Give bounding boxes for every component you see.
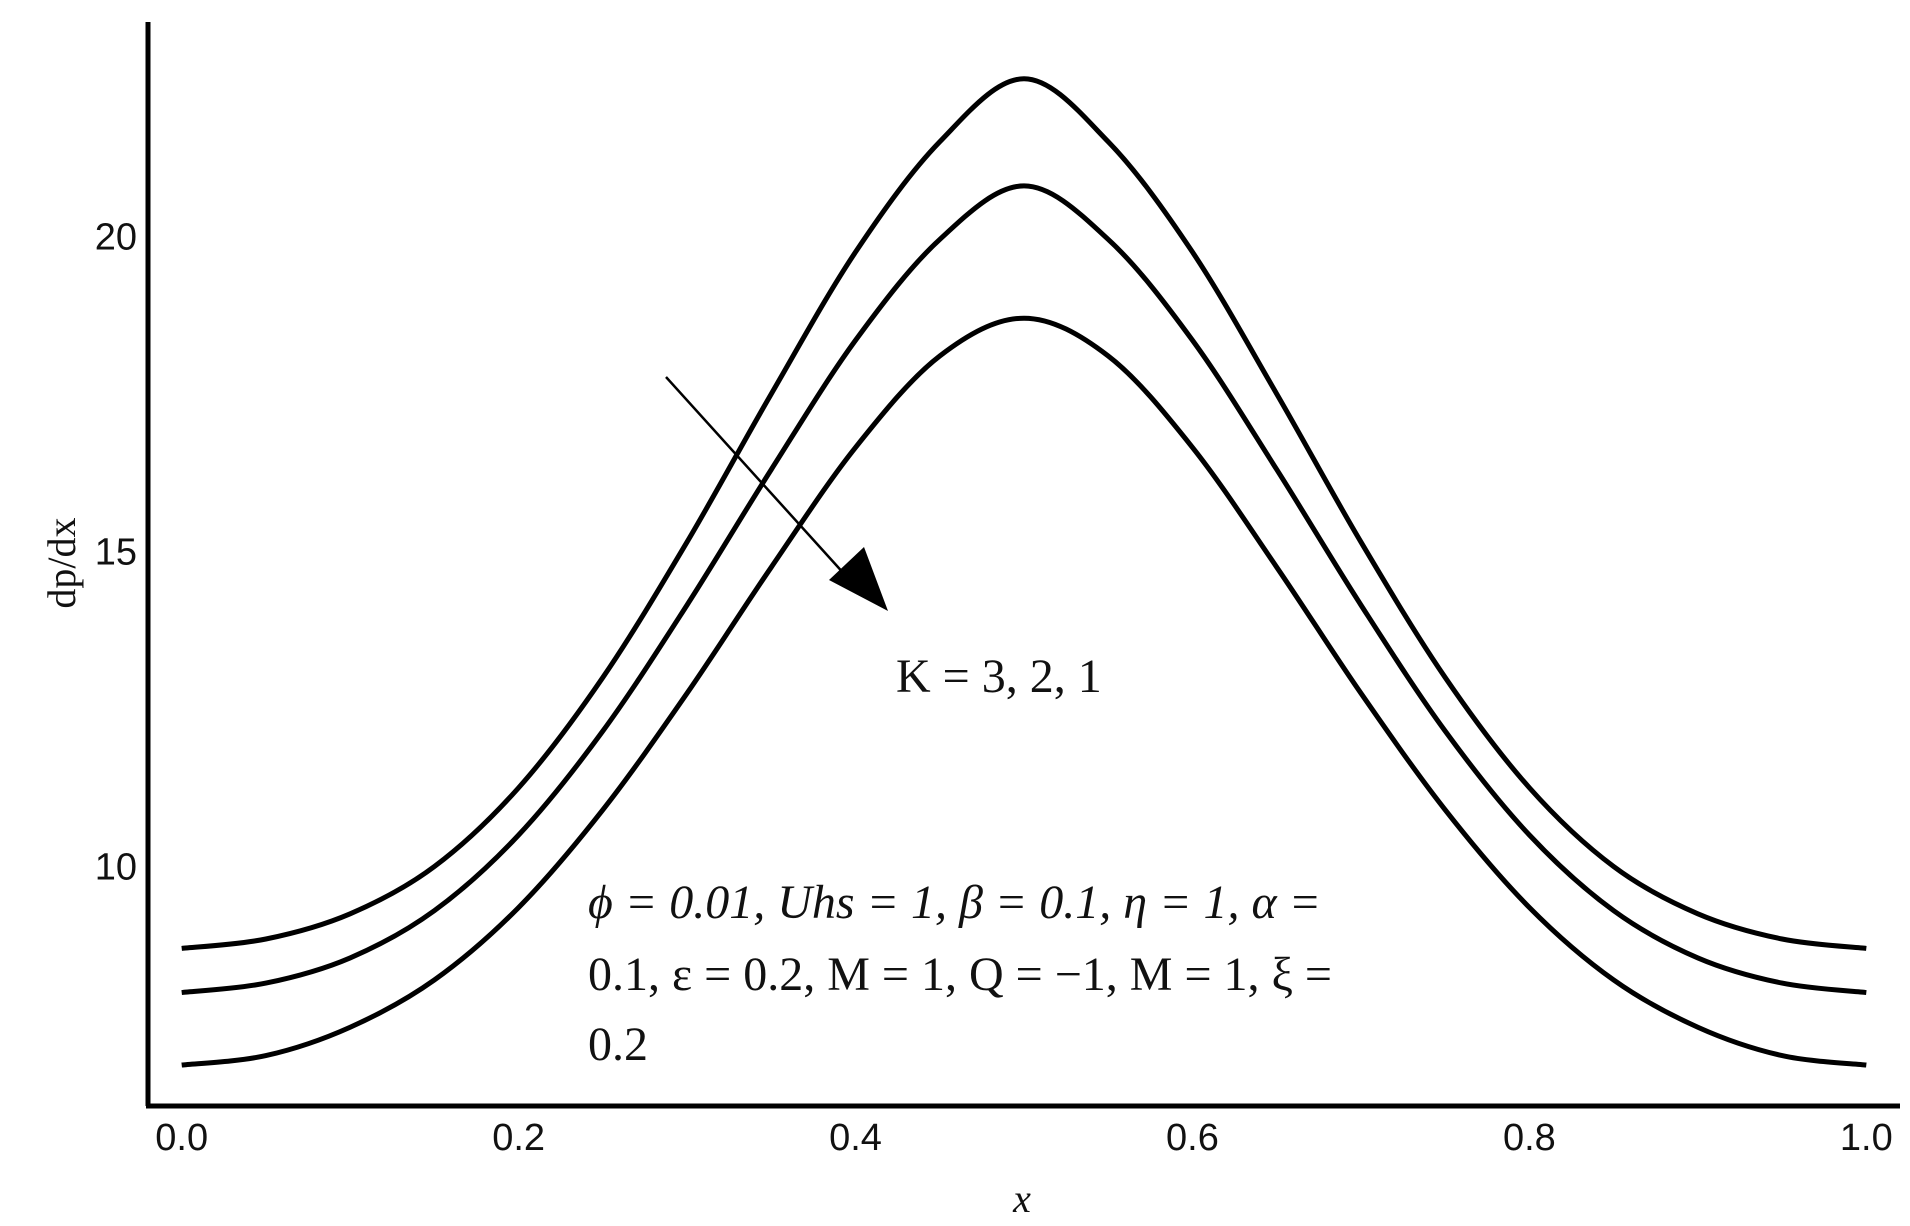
x-tick-label: 0.0 bbox=[155, 1117, 208, 1159]
params-line-3: 0.2 bbox=[588, 1018, 648, 1071]
x-tick-label: 0.8 bbox=[1503, 1117, 1556, 1159]
series-line-1 bbox=[181, 76, 1867, 951]
curves-group bbox=[181, 76, 1867, 1068]
series-line-2 bbox=[181, 183, 1867, 996]
y-tick-labels: 10 15 20 bbox=[95, 216, 137, 888]
y-tick-label: 20 bbox=[95, 216, 137, 258]
arrow-label: K = 3, 2, 1 bbox=[896, 650, 1102, 703]
arrow-shaft bbox=[665, 376, 857, 588]
axes-group bbox=[145, 22, 1900, 1109]
arrow-head bbox=[829, 547, 888, 611]
params-line-1: ϕ = 0.01, Uhs = 1, β = 0.1, η = 1, α = bbox=[588, 876, 1321, 929]
y-tick-label: 10 bbox=[95, 847, 137, 889]
params-line-2: 0.1, ε = 0.2, M = 1, Q = −1, M = 1, ξ = bbox=[588, 948, 1332, 1001]
x-axis-title: x bbox=[1012, 1176, 1031, 1221]
y-tick-label: 15 bbox=[95, 531, 137, 573]
series-line-3 bbox=[181, 315, 1867, 1068]
x-tick-label: 0.6 bbox=[1166, 1117, 1219, 1159]
y-axis-title: dp/dx bbox=[39, 517, 84, 608]
x-tick-labels: 0.0 0.2 0.4 0.6 0.8 1.0 bbox=[155, 1117, 1892, 1159]
x-tick-label: 1.0 bbox=[1840, 1117, 1893, 1159]
trend-arrow bbox=[665, 376, 888, 611]
x-tick-label: 0.2 bbox=[492, 1117, 545, 1159]
x-tick-label: 0.4 bbox=[829, 1117, 882, 1159]
